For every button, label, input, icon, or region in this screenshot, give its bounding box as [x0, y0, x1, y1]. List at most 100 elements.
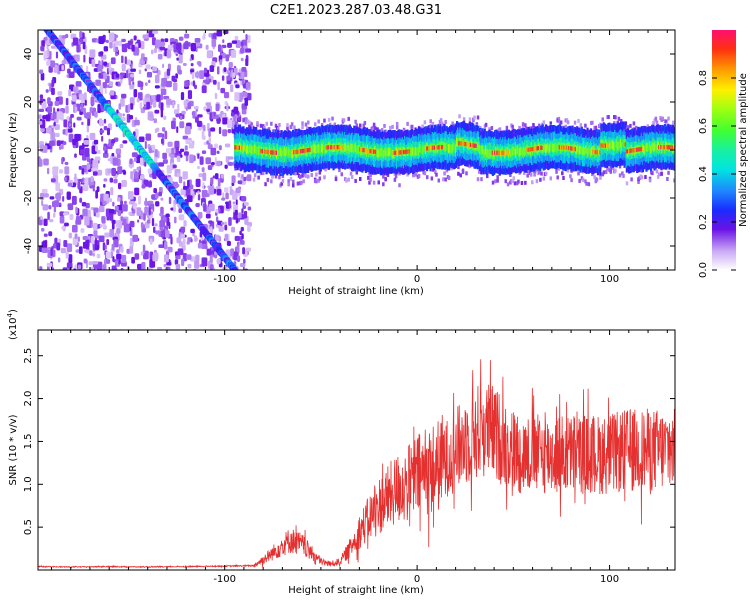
- noise-cell: [215, 103, 220, 112]
- noise-cell: [230, 50, 237, 58]
- noise-cell: [116, 153, 121, 159]
- band-peak-cell: [563, 145, 566, 150]
- noise-cell: [209, 65, 215, 72]
- noise-cell: [122, 113, 125, 117]
- band-haze-cell: [618, 164, 622, 169]
- noise-cell: [101, 216, 106, 224]
- y-tick-label: -40: [23, 238, 34, 254]
- noise-cell: [241, 196, 247, 202]
- noise-cell: [108, 208, 115, 214]
- band-peak-cell: [267, 149, 270, 155]
- noise-cell: [224, 266, 228, 270]
- noise-cell: [165, 80, 172, 88]
- band-haze-cell: [277, 127, 280, 132]
- noise-cell: [96, 186, 100, 193]
- noise-cell: [60, 247, 66, 254]
- band-cell: [424, 145, 428, 154]
- band-haze-cell: [263, 126, 266, 131]
- band-cell: [255, 144, 258, 154]
- band-peak-cell: [600, 143, 603, 148]
- band-haze-cell: [511, 124, 514, 129]
- noise-cell: [160, 91, 163, 101]
- band-haze-cell: [304, 174, 308, 179]
- band-haze-cell: [533, 172, 536, 177]
- noise-cell: [54, 100, 60, 106]
- noise-cell: [224, 224, 228, 231]
- noise-cell: [50, 60, 55, 68]
- colorbar-tick-label: 0.2: [698, 214, 709, 230]
- band-peak-cell: [625, 149, 628, 154]
- noise-cell: [46, 60, 51, 66]
- band-peak-cell: [668, 145, 671, 150]
- band-haze-cell: [524, 180, 527, 185]
- noise-cell: [153, 226, 156, 234]
- noise-cell: [202, 135, 206, 140]
- noise-cell: [71, 95, 77, 102]
- band-haze-cell: [614, 168, 617, 173]
- noise-cell: [149, 251, 154, 260]
- band-peak-cell: [494, 150, 497, 155]
- streak-cell: [41, 22, 47, 28]
- noise-cell: [234, 235, 241, 242]
- noise-cell: [105, 39, 109, 44]
- noise-cell: [64, 166, 70, 175]
- noise-cell: [107, 198, 113, 203]
- noise-cell: [218, 126, 222, 135]
- band-cell: [423, 143, 426, 153]
- noise-cell: [128, 114, 134, 120]
- noise-cell: [232, 192, 238, 200]
- noise-cell: [90, 176, 94, 183]
- noise-cell: [112, 157, 118, 166]
- noise-cell: [139, 102, 143, 110]
- band-haze-cell: [555, 169, 558, 174]
- band-peak-cell: [473, 143, 476, 148]
- noise-cell: [127, 191, 134, 200]
- band-haze-cell: [384, 177, 387, 182]
- band-peak-cell: [465, 142, 468, 147]
- band-cell: [542, 144, 545, 154]
- band-haze-cell: [542, 120, 546, 125]
- noise-cell: [162, 63, 165, 69]
- band-peak-cell: [574, 146, 578, 152]
- band-peak-cell: [365, 148, 369, 153]
- band-haze-cell: [591, 120, 594, 125]
- band-peak-cell: [264, 149, 267, 154]
- band-haze-cell: [257, 175, 260, 180]
- noise-cell: [198, 61, 202, 67]
- band-haze-cell: [359, 176, 362, 181]
- noise-cell: [62, 212, 68, 216]
- band-peak-cell: [662, 144, 665, 150]
- band-haze-cell: [661, 116, 665, 121]
- band-peak-cell: [406, 149, 409, 154]
- noise-cell: [195, 178, 201, 188]
- noise-cell: [82, 208, 88, 217]
- band-haze-cell: [280, 181, 283, 186]
- band-peak-cell: [607, 143, 610, 148]
- band-cell: [422, 146, 425, 156]
- noise-cell: [74, 106, 78, 113]
- band-haze-cell: [423, 120, 427, 125]
- band-cell: [378, 149, 381, 159]
- noise-cell: [99, 119, 104, 127]
- noise-cell: [61, 65, 64, 71]
- band-cell: [410, 147, 414, 157]
- noise-cell: [41, 101, 47, 109]
- band-peak-cell: [273, 150, 276, 155]
- noise-cell: [199, 156, 204, 165]
- band-cell: [287, 148, 290, 158]
- noise-cell: [166, 68, 171, 76]
- y-tick-label: 1.5: [23, 433, 34, 449]
- band-haze-cell: [673, 178, 675, 183]
- band-cell: [281, 149, 284, 159]
- band-cell: [313, 144, 317, 154]
- band-cell: [453, 142, 456, 152]
- band-haze-cell: [666, 176, 669, 181]
- band-cell: [614, 142, 617, 152]
- band-haze-cell: [347, 116, 350, 121]
- noise-cell: [237, 180, 243, 185]
- noise-cell: [216, 30, 223, 37]
- noise-cell: [122, 170, 127, 175]
- band-haze-cell: [267, 127, 271, 132]
- noise-cell: [41, 247, 48, 253]
- band-peak-cell: [431, 145, 434, 151]
